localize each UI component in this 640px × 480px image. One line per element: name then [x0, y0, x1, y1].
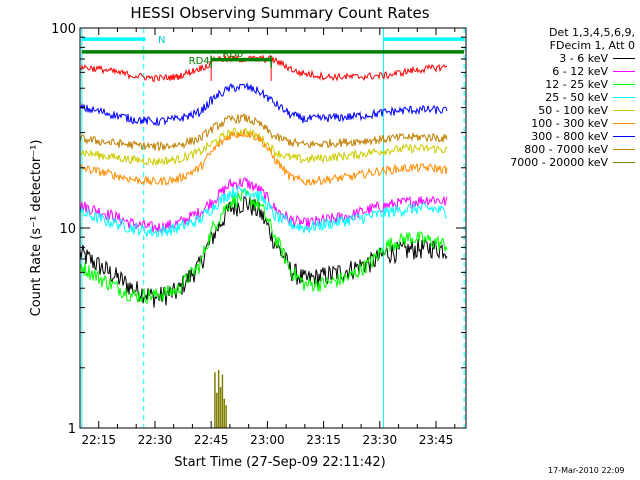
y-tick-label: 100: [51, 22, 76, 37]
legend-entry: 3 - 6 keV: [470, 52, 635, 65]
annotations: N RD4 RD0: [158, 35, 243, 67]
footer-timestamp: 17-Mar-2010 22:09: [548, 466, 625, 475]
legend-swatch: [613, 110, 635, 111]
vertical-markers: [81, 28, 465, 428]
series-line-6-12kev: [80, 177, 448, 234]
legend-entry: 12 - 25 keV: [470, 78, 635, 91]
legend: Det 1,3,4,5,6,9, FDecim 1, Att 0 3 - 6 k…: [470, 26, 635, 169]
y-tick-label: 10: [59, 222, 76, 237]
legend-header-line-2: FDecim 1, Att 0: [549, 39, 635, 52]
legend-entry: 50 - 100 keV: [470, 104, 635, 117]
x-tick-label: 23:30: [363, 433, 398, 447]
legend-entry-label: 100 - 300 keV: [531, 117, 608, 130]
axes: 22:15 22:30 22:45 23:00 23:15 23:30 23:45 1 10 10…: [51, 22, 466, 447]
flag-bars: [81, 37, 465, 68]
legend-header-line-1: Det 1,3,4,5,6,9,: [548, 26, 635, 39]
legend-swatch: [613, 136, 635, 137]
series-line-12-25kev: [80, 188, 448, 305]
x-tick-label: 23:15: [306, 433, 341, 447]
legend-entry-label: 6 - 12 keV: [552, 65, 608, 78]
series-line-800-7000kev: [80, 112, 448, 153]
x-tick-label: 23:45: [419, 433, 454, 447]
legend-entry: 6 - 12 keV: [470, 65, 635, 78]
legend-swatch: [613, 97, 635, 98]
x-tick-label: 22:30: [138, 433, 173, 447]
legend-entry: 7000 - 20000 keV: [470, 156, 635, 169]
y-tick-label: 1: [68, 422, 76, 437]
series-line-3-6kev: [80, 195, 448, 308]
y-axis-label: Count Rate (s⁻¹ detector⁻¹): [29, 140, 44, 317]
series-line-50-100kev: [80, 127, 448, 167]
legend-swatch: [613, 123, 635, 124]
x-tick-label: 22:15: [81, 433, 116, 447]
legend-entry: 300 - 800 keV: [470, 130, 635, 143]
chart-title: HESSI Observing Summary Count Rates: [130, 4, 429, 22]
annotation-rd4: RD4: [189, 56, 210, 67]
legend-swatch: [613, 58, 635, 59]
legend-entry: 800 - 7000 keV: [470, 143, 635, 156]
legend-swatch: [613, 84, 635, 85]
legend-entry-label: 50 - 100 keV: [538, 104, 608, 117]
legend-entry: 25 - 50 keV: [470, 91, 635, 104]
series-line-300-800kev: [80, 81, 448, 127]
legend-entry-label: 800 - 7000 keV: [524, 143, 608, 156]
legend-swatch: [613, 71, 635, 72]
series-lines: [80, 53, 448, 428]
x-tick-label: 23:00: [250, 433, 285, 447]
x-tick-label: 22:45: [194, 433, 229, 447]
legend-entry-label: 300 - 800 keV: [531, 130, 608, 143]
series-line-100-300kev: [80, 129, 448, 187]
legend-swatch: [613, 149, 635, 150]
series-line-25-50kev: [80, 185, 448, 238]
annotation-n: N: [158, 35, 165, 46]
annotation-rd0: RD0: [222, 49, 243, 60]
legend-entry: 100 - 300 keV: [470, 117, 635, 130]
legend-entry-label: 7000 - 20000 keV: [510, 156, 608, 169]
legend-entry-label: 12 - 25 keV: [545, 78, 608, 91]
legend-entry-label: 3 - 6 keV: [559, 52, 608, 65]
x-axis-label: Start Time (27-Sep-09 22:11:42): [174, 455, 385, 470]
attenuator-state-trace: [80, 53, 448, 83]
legend-entry-label: 25 - 50 keV: [545, 91, 608, 104]
legend-swatch: [613, 162, 635, 163]
